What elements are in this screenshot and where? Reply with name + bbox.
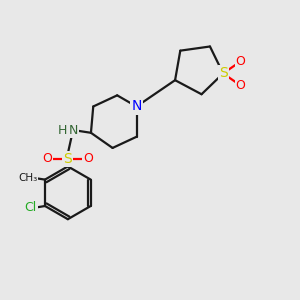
Text: CH₃: CH₃: [18, 173, 37, 183]
Text: N: N: [131, 100, 142, 113]
Text: S: S: [64, 152, 72, 166]
Text: O: O: [236, 55, 245, 68]
Text: O: O: [83, 152, 93, 165]
Text: Cl: Cl: [25, 201, 37, 214]
Text: S: S: [219, 66, 227, 80]
Text: N: N: [68, 124, 78, 137]
Text: O: O: [43, 152, 52, 165]
Text: H: H: [58, 124, 68, 137]
Text: O: O: [236, 79, 245, 92]
